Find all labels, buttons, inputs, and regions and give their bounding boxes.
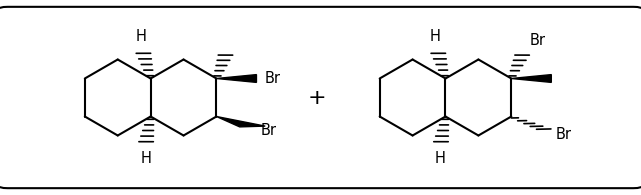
Polygon shape [217, 75, 256, 82]
Text: Br: Br [265, 71, 281, 86]
Text: Br: Br [260, 123, 276, 138]
Text: H: H [135, 29, 146, 44]
Polygon shape [512, 75, 551, 82]
FancyBboxPatch shape [0, 7, 641, 188]
Text: H: H [435, 151, 446, 166]
Text: +: + [308, 88, 327, 107]
Text: H: H [140, 151, 151, 166]
Text: Br: Br [529, 33, 545, 48]
Polygon shape [217, 116, 265, 127]
Text: Br: Br [555, 127, 571, 142]
Text: H: H [430, 29, 441, 44]
